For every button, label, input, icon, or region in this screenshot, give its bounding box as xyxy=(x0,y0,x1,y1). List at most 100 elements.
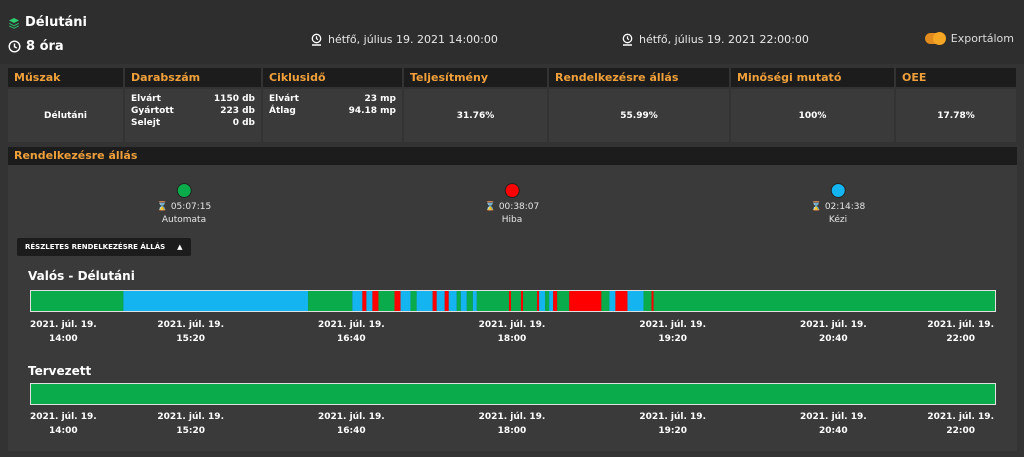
availability-title: Rendelkezésre állás xyxy=(8,147,1017,165)
planned-tick-date: 2021. júl. 19. xyxy=(478,412,546,422)
actual-tick-date: 2021. júl. 19. xyxy=(799,320,867,330)
quality-cell: 100% xyxy=(730,87,896,142)
actual-timeline-bar[interactable] xyxy=(30,290,996,312)
clock-icon xyxy=(8,40,21,53)
actual-segment-37[interactable] xyxy=(651,291,654,311)
actual-segment-36[interactable] xyxy=(643,291,652,311)
end-clock-icon xyxy=(622,33,633,46)
status-manual: ⌛ 02:14:38 Kézi xyxy=(810,183,866,225)
actual-segment-27[interactable] xyxy=(545,291,550,311)
cycle-expected-value: 23 mp xyxy=(364,94,396,104)
planned-tick-3: 2021. júl. 19. 18:00 xyxy=(479,410,546,438)
export-toggle[interactable]: Exportálom xyxy=(924,32,1014,45)
actual-segment-26[interactable] xyxy=(539,291,546,311)
actual-segment-25[interactable] xyxy=(537,291,540,311)
kpi-table: Műszak Darabszám Ciklusidő Teljesítmény … xyxy=(8,68,1018,142)
actual-timeline-ticks: 2021. júl. 19. 14:00 2021. júl. 19. 15:20 20… xyxy=(30,318,994,346)
actual-segment-28[interactable] xyxy=(549,291,554,311)
shift-hours-row: 8 óra xyxy=(8,39,64,54)
actual-tick-date: 2021. júl. 19. xyxy=(478,320,546,330)
status-automatic: ⌛ 05:07:15 Automata xyxy=(156,183,212,225)
actual-segment-21[interactable] xyxy=(508,291,511,311)
actual-segment-18[interactable] xyxy=(466,291,473,311)
actual-segment-4[interactable] xyxy=(362,291,367,311)
actual-segment-19[interactable] xyxy=(472,291,477,311)
actual-segment-15[interactable] xyxy=(448,291,457,311)
actual-tick-time: 14:00 xyxy=(49,334,78,344)
shift-hours: 8 óra xyxy=(26,39,64,54)
planned-tick-4: 2021. júl. 19. 19:20 xyxy=(639,410,706,438)
actual-segment-24[interactable] xyxy=(523,291,538,311)
actual-segment-29[interactable] xyxy=(553,291,558,311)
status-duration-manual: ⌛ 02:14:38 xyxy=(810,202,866,212)
shift-name-row: Délutáni xyxy=(8,15,87,30)
actual-tick-time: 18:00 xyxy=(497,334,527,344)
actual-segment-11[interactable] xyxy=(416,291,433,311)
planned-tick-1: 2021. júl. 19. 15:20 xyxy=(157,410,224,438)
actual-segment-12[interactable] xyxy=(432,291,437,311)
actual-segment-13[interactable] xyxy=(436,291,445,311)
planned-segment-0[interactable] xyxy=(31,384,995,404)
actual-segment-22[interactable] xyxy=(510,291,522,311)
end-time: hétfő, július 19. 2021 22:00:00 xyxy=(621,33,809,46)
actual-segment-34[interactable] xyxy=(615,291,628,311)
planned-tick-date: 2021. júl. 19. xyxy=(639,412,706,422)
actual-segment-0[interactable] xyxy=(31,291,124,311)
shift-header: Délutáni 8 óra hétfő, július 19. 2021 14… xyxy=(0,0,1024,64)
actual-segment-20[interactable] xyxy=(476,291,509,311)
actual-segment-14[interactable] xyxy=(444,291,449,311)
planned-tick-time: 18:00 xyxy=(497,426,527,436)
actual-segment-7[interactable] xyxy=(378,291,395,311)
detailed-availability-button[interactable]: RÉSZLETES RENDELKEZÉSRE ÁLLÁS ▲ xyxy=(17,238,191,256)
actual-segment-31[interactable] xyxy=(569,291,602,311)
actual-tick-time: 22:00 xyxy=(946,334,975,344)
actual-segment-9[interactable] xyxy=(400,291,411,311)
actual-tick-1: 2021. júl. 19. 15:20 xyxy=(157,318,224,346)
col-header-oee: OEE xyxy=(895,68,1018,88)
actual-segment-5[interactable] xyxy=(366,291,373,311)
col-header-cycle: Ciklusidő xyxy=(262,68,404,88)
planned-tick-5: 2021. júl. 19. 20:40 xyxy=(800,410,867,438)
actual-segment-8[interactable] xyxy=(394,291,401,311)
planned-timeline-ticks: 2021. júl. 19. 14:00 2021. júl. 19. 15:20 20… xyxy=(30,410,994,438)
caret-up-icon: ▲ xyxy=(177,243,183,251)
planned-tick-time: 14:00 xyxy=(49,426,78,436)
actual-segment-35[interactable] xyxy=(627,291,644,311)
col-header-shift: Műszak xyxy=(8,68,125,88)
toggle-switch[interactable] xyxy=(924,32,946,45)
start-clock-icon xyxy=(311,33,322,46)
status-label-error: Hiba xyxy=(501,215,523,225)
actual-tick-date: 2021. júl. 19. xyxy=(639,320,706,330)
actual-segment-10[interactable] xyxy=(410,291,417,311)
planned-timeline-bar[interactable] xyxy=(30,383,996,405)
start-time: hétfő, július 19. 2021 14:00:00 xyxy=(310,33,498,46)
actual-tick-4: 2021. júl. 19. 19:20 xyxy=(639,318,706,346)
shift-name: Délutáni xyxy=(25,15,88,30)
status-duration-automatic: ⌛ 05:07:15 xyxy=(156,202,212,212)
actual-segment-16[interactable] xyxy=(456,291,461,311)
count-expected-value: 1150 db xyxy=(213,94,255,104)
actual-segment-33[interactable] xyxy=(609,291,616,311)
actual-segment-23[interactable] xyxy=(521,291,524,311)
actual-segment-38[interactable] xyxy=(653,291,995,311)
actual-segment-3[interactable] xyxy=(352,291,363,311)
actual-segment-1[interactable] xyxy=(123,291,309,311)
planned-tick-time: 16:40 xyxy=(337,426,366,436)
actual-segment-17[interactable] xyxy=(460,291,467,311)
planned-tick-2: 2021. júl. 19. 16:40 xyxy=(318,410,385,438)
actual-segment-30[interactable] xyxy=(557,291,570,311)
actual-timeline-title: Valós - Délutáni xyxy=(28,269,135,283)
actual-tick-time: 16:40 xyxy=(337,334,366,344)
performance-cell: 31.76% xyxy=(403,87,549,142)
count-cell: Elvárt 1150 db Gyártott 223 db Selejt 0 … xyxy=(124,87,263,142)
col-header-count: Darabszám xyxy=(124,68,263,88)
planned-tick-date: 2021. júl. 19. xyxy=(927,412,994,422)
actual-timeline-svg xyxy=(31,291,995,311)
actual-tick-time: 15:20 xyxy=(176,334,205,344)
actual-segment-6[interactable] xyxy=(372,291,379,311)
actual-tick-time: 19:20 xyxy=(658,334,687,344)
status-label-manual: Kézi xyxy=(828,215,848,225)
planned-tick-0: 2021. júl. 19. 14:00 xyxy=(30,410,97,438)
actual-segment-32[interactable] xyxy=(601,291,610,311)
actual-segment-2[interactable] xyxy=(308,291,353,311)
